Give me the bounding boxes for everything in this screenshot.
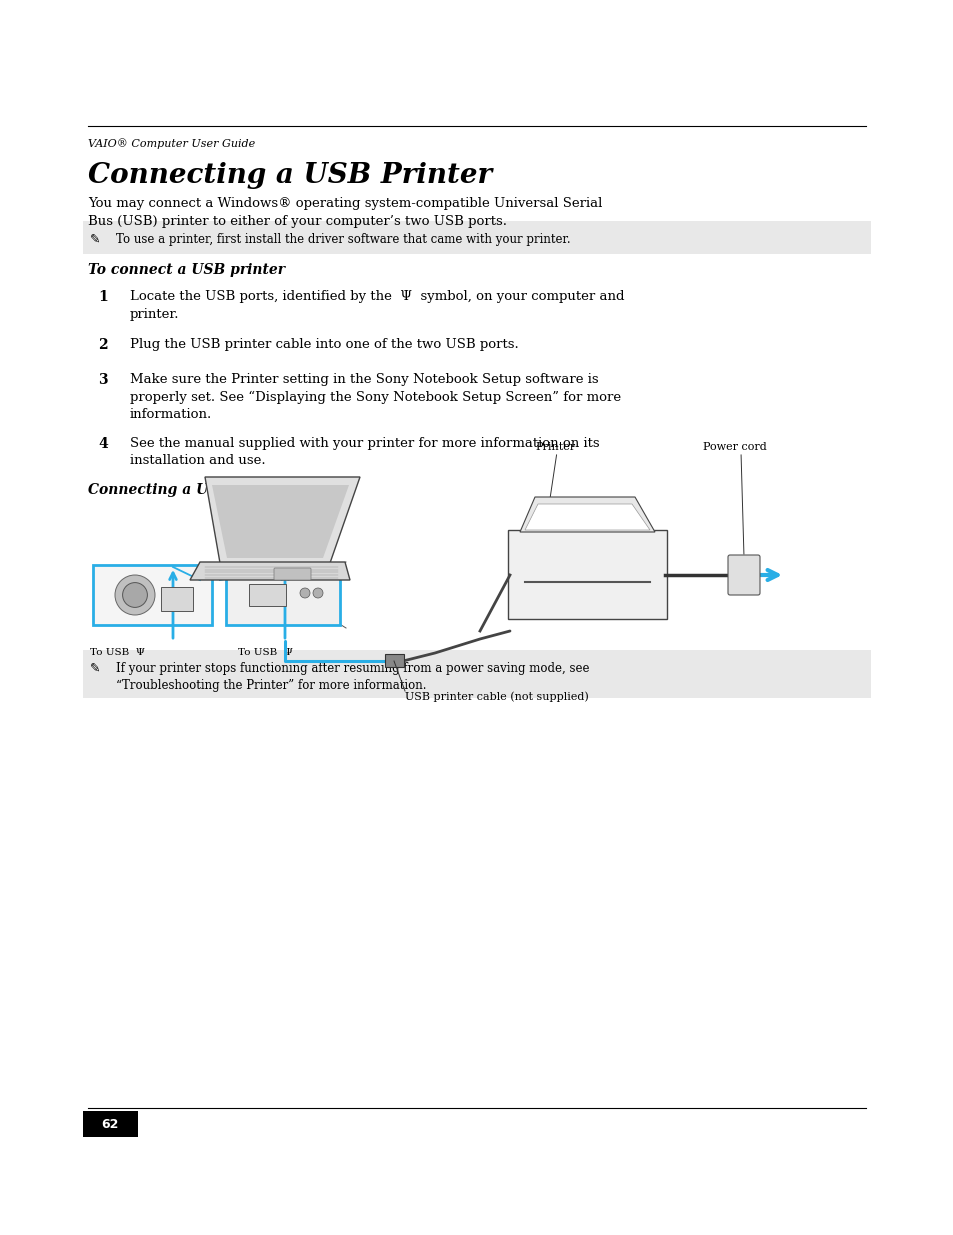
FancyBboxPatch shape: [226, 564, 339, 625]
Polygon shape: [524, 504, 649, 530]
Text: To USB  Ψ: To USB Ψ: [90, 648, 145, 657]
Text: Connecting a USB Printer: Connecting a USB Printer: [88, 483, 290, 496]
Text: USB printer cable (not supplied): USB printer cable (not supplied): [405, 692, 588, 701]
Text: ✎: ✎: [90, 233, 100, 246]
Text: printer.: printer.: [130, 308, 179, 321]
FancyBboxPatch shape: [161, 587, 193, 611]
FancyBboxPatch shape: [507, 530, 666, 619]
FancyBboxPatch shape: [92, 564, 212, 625]
FancyBboxPatch shape: [249, 584, 286, 606]
Text: properly set. See “Displaying the Sony Notebook Setup Screen” for more: properly set. See “Displaying the Sony N…: [130, 390, 620, 404]
Text: Printer: Printer: [535, 442, 575, 452]
Circle shape: [313, 588, 323, 598]
Text: To USB  Ψ: To USB Ψ: [237, 648, 293, 657]
Circle shape: [123, 583, 148, 608]
Text: information.: information.: [130, 408, 212, 421]
Polygon shape: [212, 485, 349, 558]
Text: Power cord: Power cord: [702, 442, 766, 452]
Polygon shape: [519, 496, 655, 532]
Circle shape: [115, 576, 154, 615]
Polygon shape: [190, 562, 350, 580]
Text: Plug the USB printer cable into one of the two USB ports.: Plug the USB printer cable into one of t…: [130, 338, 518, 351]
Text: 2: 2: [98, 338, 108, 352]
FancyBboxPatch shape: [274, 568, 311, 580]
Text: Locate the USB ports, identified by the  Ψ  symbol, on your computer and: Locate the USB ports, identified by the …: [130, 290, 624, 303]
Text: “Troubleshooting the Printer” for more information.: “Troubleshooting the Printer” for more i…: [116, 679, 426, 692]
Text: To use a printer, first install the driver software that came with your printer.: To use a printer, first install the driv…: [116, 233, 570, 246]
FancyBboxPatch shape: [727, 555, 760, 595]
Text: installation and use.: installation and use.: [130, 454, 265, 468]
Polygon shape: [205, 477, 359, 563]
Text: If your printer stops functioning after resuming from a power saving mode, see: If your printer stops functioning after …: [116, 662, 589, 676]
Text: 1: 1: [98, 290, 108, 304]
FancyBboxPatch shape: [83, 221, 870, 254]
Text: 4: 4: [98, 437, 108, 451]
Text: Connecting a USB Printer: Connecting a USB Printer: [88, 162, 492, 189]
FancyBboxPatch shape: [83, 650, 870, 698]
Circle shape: [299, 588, 310, 598]
FancyBboxPatch shape: [384, 655, 403, 667]
Text: See the manual supplied with your printer for more information on its: See the manual supplied with your printe…: [130, 437, 599, 450]
FancyBboxPatch shape: [83, 1112, 138, 1137]
Text: ✎: ✎: [90, 662, 100, 676]
Text: To connect a USB printer: To connect a USB printer: [88, 263, 285, 277]
Text: You may connect a Windows® operating system-compatible Universal Serial: You may connect a Windows® operating sys…: [88, 198, 601, 210]
Text: 3: 3: [98, 373, 108, 387]
Text: 62: 62: [101, 1118, 118, 1130]
Text: Make sure the Printer setting in the Sony Notebook Setup software is: Make sure the Printer setting in the Son…: [130, 373, 598, 387]
Text: VAIO® Computer User Guide: VAIO® Computer User Guide: [88, 138, 255, 148]
Text: Bus (USB) printer to either of your computer’s two USB ports.: Bus (USB) printer to either of your comp…: [88, 215, 506, 227]
